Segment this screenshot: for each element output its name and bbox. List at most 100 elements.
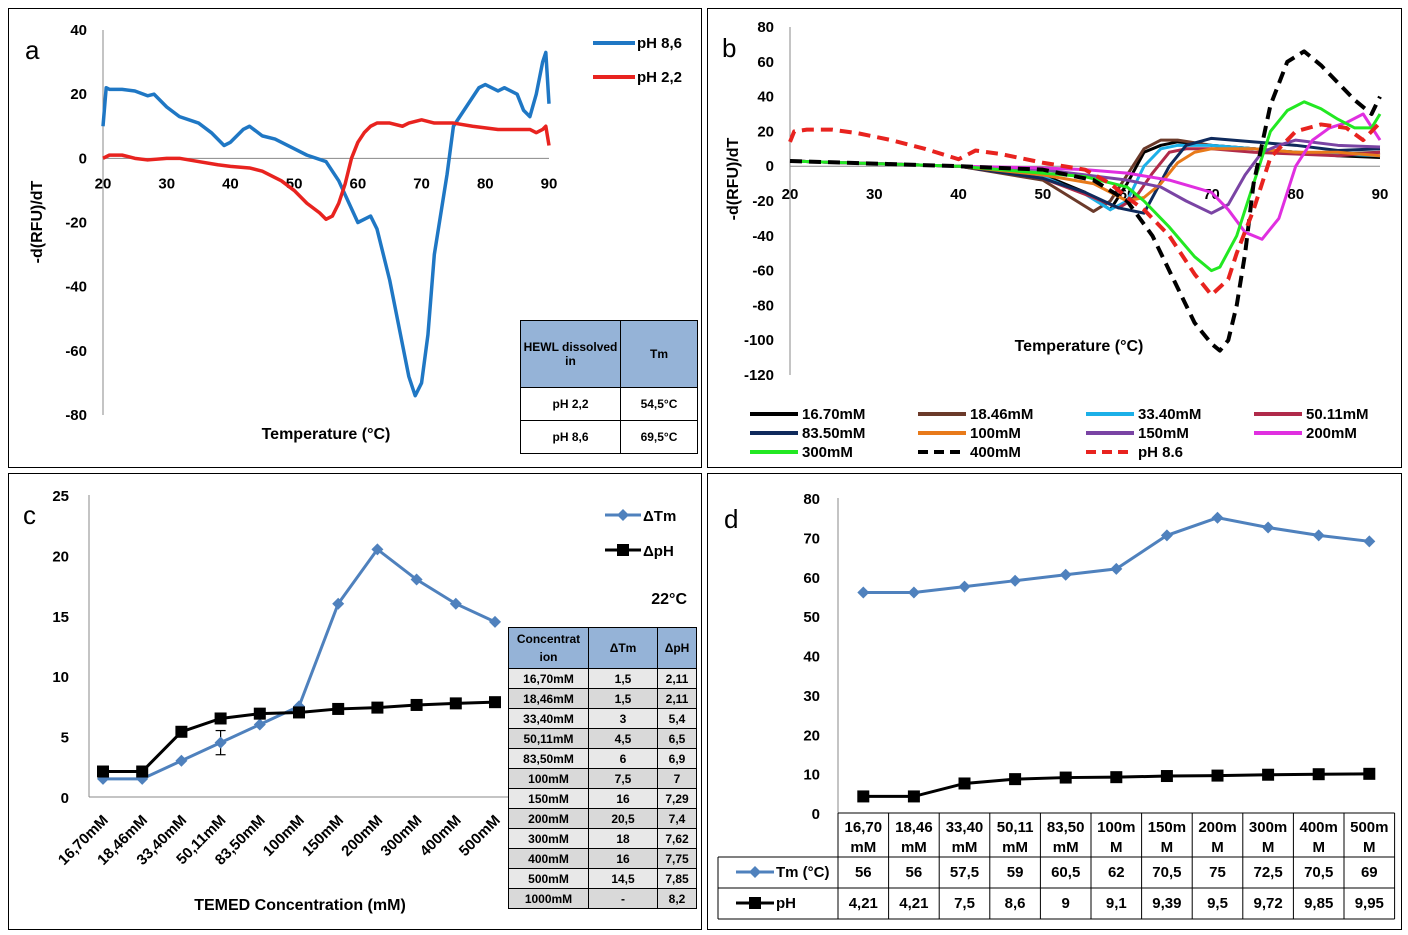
data-point-d-1 (958, 777, 971, 790)
y-tick-label-b: 40 (757, 89, 774, 106)
data-point-d-1 (907, 790, 920, 803)
data-point-d-1 (1363, 767, 1376, 780)
x-tick-label-d: 83,50 (1047, 819, 1085, 836)
data-point-d-0 (1262, 521, 1275, 534)
data-point-c-1 (410, 698, 423, 711)
data-point-c-0 (253, 718, 266, 731)
legend-marker-d-1 (749, 897, 761, 909)
x-tick-label-d: mM (1053, 839, 1079, 856)
tm-table-a-cell: 54,5°C (620, 387, 698, 421)
series-line-b-5 (789, 147, 1381, 203)
x-tick-label-b: 40 (950, 186, 967, 203)
legend-label-b-5: 100mM (970, 425, 1021, 442)
x-tick-label-b: 50 (1035, 186, 1052, 203)
chart-c: c 25 20 15 10 5 0 16,70mM18,46mM33,40mM50,11mM8… (23, 488, 687, 914)
x-tick-label-d: 33,40 (946, 819, 984, 836)
table-cell: 20,5 (588, 808, 658, 829)
data-point-c-0 (175, 754, 188, 767)
series-line-a-1 (102, 118, 551, 222)
x-tick-label-a: 30 (158, 175, 175, 192)
table-cell: 16 (588, 848, 658, 869)
data-label-d-0: 60,5 (1051, 864, 1080, 881)
data-label-d-0: 75 (1209, 864, 1226, 881)
table-cell: 7,75 (657, 848, 697, 869)
table-cell: 4,5 (588, 728, 658, 749)
x-tick-label-d: 16,70 (845, 819, 883, 836)
legend-label-b-10: pH 8.6 (1138, 444, 1183, 461)
table-cell: 1000mM (508, 888, 589, 909)
y-tick-label-a: -40 (65, 279, 87, 296)
legend-label-d-1: pH (776, 895, 796, 912)
x-tick-label-b: 20 (782, 186, 799, 203)
x-tick-label-a: 90 (541, 175, 558, 192)
table-cell: 200mM (508, 808, 589, 829)
data-point-c-0 (214, 736, 227, 749)
delta-table-c-body: 16,70mM 1,5 2,11 18,46mM 1,5 2,11 33,40mM 3 5,4 5… (508, 668, 697, 909)
table-cell: 18 (588, 828, 658, 849)
x-tick-label-d: M (1211, 839, 1224, 856)
table-row: 400mM 16 7,75 (508, 848, 697, 869)
tm-table-a-cell: 69,5°C (620, 420, 698, 454)
y-tick-label-d: 40 (803, 649, 820, 666)
y-tick-label-b: 80 (757, 19, 774, 36)
panel-label-c: c (23, 500, 36, 530)
table-cell: 3 (588, 708, 658, 729)
legend-label-b-2: 33.40mM (1138, 406, 1201, 423)
data-point-d-1 (1160, 770, 1173, 783)
table-cell: 8,2 (657, 888, 697, 909)
data-point-d-0 (907, 586, 920, 599)
x-tick-label-d: M (1110, 839, 1123, 856)
table-cell: 5,4 (657, 708, 697, 729)
data-point-c-1 (136, 765, 149, 778)
y-tick-label-d: 0 (812, 806, 820, 823)
data-point-d-1 (1110, 771, 1123, 784)
legend-label-b-4: 83.50mM (802, 425, 865, 442)
x-tick-label-b: 90 (1372, 186, 1389, 203)
table-cell: 14,5 (588, 868, 658, 889)
table-cell: 500mM (508, 868, 589, 889)
x-tick-label-a: 40 (222, 175, 239, 192)
data-label-d-0: 62 (1108, 864, 1125, 881)
data-label-d-0: 57,5 (950, 864, 979, 881)
legend-label-b-1: 18.46mM (970, 406, 1033, 423)
x-tick-label-c: 150mM (299, 812, 347, 860)
table-row: 33,40mM 3 5,4 (508, 708, 697, 729)
panel-d: d 80 70 60 50 40 30 20 10 0 16,70 mM 18,46 mM 33,40 mM 5… (707, 473, 1402, 930)
y-tick-label-c: 25 (52, 488, 69, 505)
delta-table-c-header-0: Concentrat ion (508, 627, 589, 669)
x-tick-label-d: mM (1002, 839, 1028, 856)
data-point-d-0 (1059, 568, 1072, 581)
x-tick-label-d: 100m (1097, 819, 1135, 836)
y-tick-label-c: 20 (52, 548, 69, 565)
x-tick-label-d: 200m (1198, 819, 1236, 836)
table-row: 300mM 18 7,62 (508, 828, 697, 849)
table-cell: 16 (588, 788, 658, 809)
table-cell: 50,11mM (508, 728, 589, 749)
table-cell: 300mM (508, 828, 589, 849)
table-row: 200mM 20,5 7,4 (508, 808, 697, 829)
chart-d: d 80 70 60 50 40 30 20 10 0 16,70 mM 18,46 mM 33,40 mM 5… (717, 491, 1396, 920)
data-point-c-0 (410, 573, 423, 586)
x-tick-label-a: 80 (477, 175, 494, 192)
x-tick-label-b: 70 (1203, 186, 1220, 203)
table-cell: 6,9 (657, 748, 697, 769)
x-tick-label-c: 300mM (377, 812, 425, 860)
data-label-d-1: 9,72 (1253, 895, 1282, 912)
table-cell: 7,4 (657, 808, 697, 829)
data-point-c-1 (214, 712, 227, 725)
data-label-d-1: 4,21 (849, 895, 878, 912)
data-point-d-1 (857, 790, 870, 803)
data-point-c-1 (489, 696, 501, 709)
table-cell: 6 (588, 748, 658, 769)
data-point-c-1 (175, 725, 188, 738)
x-tick-label-c: 400mM (417, 812, 465, 860)
data-label-d-0: 59 (1007, 864, 1024, 881)
x-tick-label-d: mM (952, 839, 978, 856)
x-tick-label-c: 100mM (260, 812, 308, 860)
legend-label-b-3: 50.11mM (1306, 406, 1369, 423)
legend-label-c-1: ΔpH (643, 543, 674, 560)
legend-label-b-9: 400mM (970, 444, 1021, 461)
x-tick-label-b: 30 (866, 186, 883, 203)
y-axis-label-a: -d(RFU)/dT (29, 180, 46, 263)
